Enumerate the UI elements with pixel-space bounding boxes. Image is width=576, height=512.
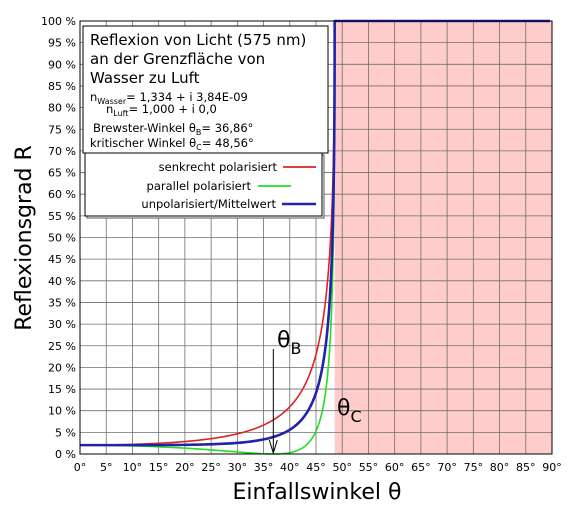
y-tick-label: 0 % (55, 448, 76, 461)
legend: senkrecht polarisiert parallel polarisie… (84, 152, 325, 219)
info-brewster: Brewster-Winkel θB= 36,86° (93, 121, 253, 137)
y-tick-label: 75 % (48, 123, 76, 136)
x-axis-title: Einfallswinkel θ (233, 480, 402, 505)
y-tick-label: 25 % (48, 340, 76, 353)
info-box: Reflexion von Licht (575 nm) an der Gren… (82, 25, 329, 154)
y-tick-label: 70 % (48, 145, 76, 158)
y-tick-label: 45 % (48, 253, 76, 266)
y-axis-title: Reflexionsgrad R (12, 145, 37, 331)
legend-label-senkrecht: senkrecht polarisiert (159, 160, 278, 174)
y-tick-label: 30 % (48, 318, 76, 331)
y-tick-label: 90 % (48, 58, 76, 71)
x-tick-label: 70° (437, 461, 457, 474)
x-tick-label: 40° (280, 461, 300, 474)
info-critical: kritischer Winkel θC= 48,56° (90, 136, 254, 152)
y-tick-label: 50 % (48, 232, 76, 245)
critical-annotation: θC (337, 396, 362, 426)
info-title-line-3: Wasser zu Luft (90, 69, 200, 87)
info-title-line-2: an der Grenzfläche von (90, 50, 265, 68)
y-tick-label: 80 % (48, 102, 76, 115)
brewster-arrow-head (268, 439, 278, 455)
x-tick-label: 30° (228, 461, 248, 474)
tick-labels: 0° 5° 10° 15° 20° 25° 30° 35° 40° 45° 50° 55° 60° 65°… (41, 15, 562, 474)
plot-border (79, 20, 553, 455)
info-n-luft: nLuft= 1,000 + i 0,0 (106, 102, 217, 118)
x-tick-label: 35° (254, 461, 274, 474)
y-tick-label: 5 % (55, 426, 76, 439)
x-tick-label: 85° (516, 461, 536, 474)
y-tick-label: 60 % (48, 188, 76, 201)
brewster-label: θB (277, 328, 301, 358)
legend-label-parallel: parallel polarisiert (147, 179, 252, 193)
info-title-line-1: Reflexion von Licht (575 nm) (90, 31, 306, 49)
x-tick-label: 20° (175, 461, 195, 474)
y-tick-label: 85 % (48, 80, 76, 93)
legend-label-unpolarisiert: unpolarisiert/Mittelwert (141, 197, 276, 211)
x-tick-label: 25° (201, 461, 221, 474)
x-tick-label: 60° (385, 461, 405, 474)
x-tick-label: 90° (542, 461, 562, 474)
critical-label: θC (337, 396, 362, 426)
x-tick-label: 15° (149, 461, 169, 474)
x-tick-label: 55° (359, 461, 379, 474)
x-tick-label: 50° (332, 461, 352, 474)
x-tick-label: 0° (74, 461, 87, 474)
x-tick-label: 80° (490, 461, 510, 474)
x-tick-label: 65° (411, 461, 431, 474)
y-tick-label: 20 % (48, 361, 76, 374)
y-tick-label: 65 % (48, 167, 76, 180)
info-n-wasser: nWasser= 1,334 + i 3,84E-09 (90, 90, 248, 106)
y-tick-label: 100 % (41, 15, 76, 28)
y-tick-label: 10 % (48, 405, 76, 418)
plot-frame (79, 20, 553, 455)
x-tick-label: 10° (123, 461, 143, 474)
x-tick-label: 45° (306, 461, 326, 474)
y-tick-label: 95 % (48, 37, 76, 50)
x-tick-label: 75° (464, 461, 484, 474)
x-tick-label: 5° (100, 461, 113, 474)
y-tick-label: 35 % (48, 296, 76, 309)
y-tick-label: 55 % (48, 210, 76, 223)
brewster-annotation: θB (268, 328, 301, 455)
y-tick-label: 15 % (48, 383, 76, 396)
y-tick-label: 40 % (48, 275, 76, 288)
